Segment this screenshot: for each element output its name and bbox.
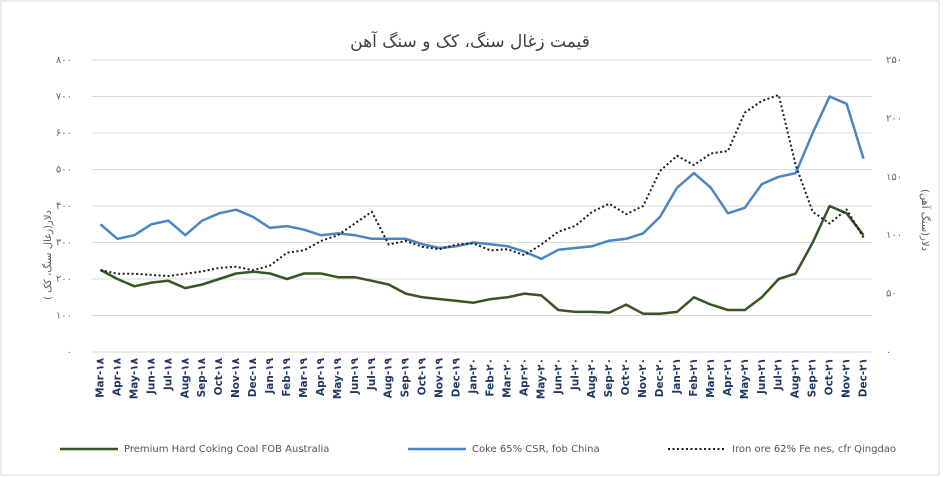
x-tick-label: Dec-۲۰ [654, 358, 666, 397]
x-tick-label: May-۱۸ [128, 357, 140, 399]
y-tick-label: ۳۰۰ [56, 238, 72, 249]
y-tick-label: ۴۰۰ [56, 201, 72, 212]
y-tick-label: ۱۰۰ [56, 311, 72, 322]
x-tick-label: Jun-۲۰ [552, 358, 564, 395]
x-tick-label: Dec-۱۹ [451, 357, 463, 397]
x-tick-label: Jun-۱۸ [145, 357, 157, 395]
legend-label: Coke 65% CSR, fob China [472, 444, 600, 455]
y-tick-label: ۸۰۰ [56, 55, 72, 66]
x-tick-label: Nov-۱۸ [230, 357, 242, 398]
chart-title: قیمت زغال سنگ، کک و سنگ آهن [350, 30, 590, 52]
x-tick-label: Mar-۲۱ [705, 358, 717, 398]
x-tick-label: Mar-۲۰ [501, 358, 513, 398]
x-tick-label: Apr-۲۰ [518, 358, 530, 396]
y-tick-label: ۶۰۰ [56, 128, 72, 139]
y2-tick-label: ۲۵۰ [886, 55, 902, 66]
series-line [99, 204, 865, 315]
x-tick-label: Nov-۱۹ [434, 357, 446, 398]
x-tick-label: Sep-۱۸ [196, 357, 208, 397]
x-tick-label: Feb-۲۱ [688, 358, 700, 397]
x-tick-label: Nov-۲۱ [841, 358, 853, 398]
x-tick-label: Jan-۱۹ [264, 357, 276, 394]
y2-tick-label: ۰ [886, 347, 891, 358]
x-tick-label: Aug-۲۱ [790, 358, 802, 398]
x-tick-label: Jun-۱۹ [349, 357, 361, 395]
x-tick-label: Apr-۱۸ [111, 357, 123, 396]
x-tick-label: May-۲۱ [739, 358, 751, 399]
x-tick-label: Jul-۲۱ [773, 358, 785, 391]
x-tick-label: Aug-۱۹ [383, 357, 395, 398]
x-tick-label: Sep-۱۹ [400, 357, 412, 397]
y2-axis-label: دلار(سنگ آهن) [919, 189, 932, 251]
x-tick-label: Jan-۲۱ [671, 358, 683, 395]
x-tick-label: Apr-۱۹ [315, 357, 327, 396]
y2-tick-label: ۱۵۰ [886, 172, 902, 183]
x-tick-label: Aug-۱۸ [179, 357, 191, 398]
x-tick-label: Jan-۲۰ [468, 358, 480, 395]
x-tick-label: Dec-۲۱ [858, 358, 870, 397]
series-line [100, 94, 865, 278]
x-tick-label: Oct-۱۹ [417, 357, 429, 395]
x-tick-label: Oct-۲۰ [620, 358, 632, 395]
x-tick-label: Mar-۱۹ [298, 357, 310, 397]
legend-label: Premium Hard Coking Coal FOB Australia [124, 444, 329, 455]
x-tick-label: May-۲۰ [535, 358, 547, 399]
x-tick-label: Apr-۲۱ [722, 358, 734, 396]
x-tick-label: Dec-۱۸ [247, 357, 259, 397]
x-tick-label: Feb-۱۹ [281, 357, 293, 396]
y-tick-label: ۵۰۰ [56, 165, 72, 176]
y2-tick-label: ۱۰۰ [886, 230, 902, 241]
x-tick-label: Jul-۱۸ [162, 357, 174, 391]
x-tick-label: Jul-۱۹ [366, 357, 378, 391]
x-tick-label: May-۱۹ [332, 357, 344, 399]
y-tick-label: ۷۰۰ [56, 92, 72, 103]
x-tick-label: Jun-۲۱ [756, 358, 768, 395]
x-tick-label: Feb-۲۰ [484, 358, 496, 397]
x-tick-label: Nov-۲۰ [637, 358, 649, 398]
y2-tick-label: ۵۰ [886, 289, 897, 300]
x-tick-label: Oct-۲۱ [824, 358, 836, 395]
y-tick-label: ۲۰۰ [56, 274, 72, 285]
series-line [99, 95, 865, 261]
legend-label: Iron ore 62% Fe nes, cfr Qingdao [732, 444, 896, 455]
x-tick-label: Oct-۱۸ [213, 357, 225, 395]
x-tick-label: Aug-۲۰ [586, 358, 598, 398]
x-tick-label: Sep-۲۰ [603, 358, 615, 397]
y-axis-label: دلار(زغال سنگ، کک ) [42, 210, 54, 300]
y2-tick-label: ۲۰۰ [886, 113, 902, 124]
y-tick-label: ۰ [67, 347, 72, 358]
x-tick-label: Mar-۱۸ [94, 357, 106, 397]
x-tick-label: Sep-۲۱ [807, 358, 819, 397]
x-tick-label: Jul-۲۰ [569, 358, 581, 391]
